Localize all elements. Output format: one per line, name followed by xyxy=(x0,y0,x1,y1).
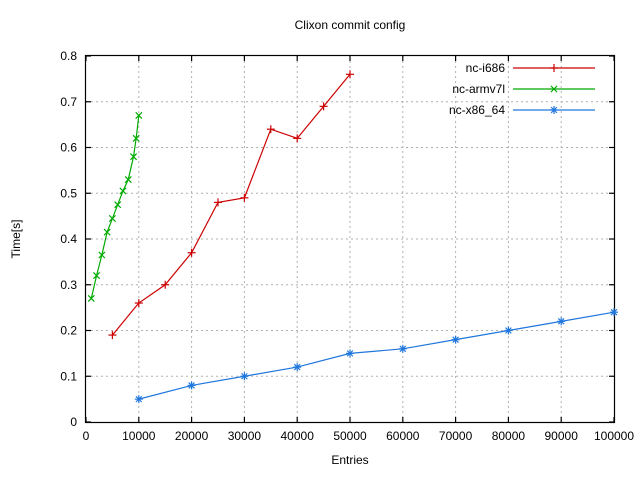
x-tick-label: 100000 xyxy=(594,429,634,443)
x-tick-label: 80000 xyxy=(492,429,526,443)
x-tick-label: 30000 xyxy=(228,429,262,443)
y-tick-label: 0.2 xyxy=(60,324,77,338)
data-point-marker xyxy=(187,381,196,390)
data-point-marker xyxy=(293,363,302,372)
data-point-marker xyxy=(98,251,106,259)
data-series-nc-armv7l xyxy=(87,111,143,303)
series-line xyxy=(111,73,351,336)
data-point-marker xyxy=(550,106,558,114)
data-point-marker xyxy=(135,111,143,120)
y-tick-label: 0.5 xyxy=(60,186,77,200)
y-tick-label: 0.1 xyxy=(60,369,77,383)
legend-item-nc-i686[interactable]: nc-i686 xyxy=(466,61,595,75)
data-point-marker xyxy=(319,102,328,111)
data-point-marker xyxy=(161,280,170,289)
x-tick-label: 10000 xyxy=(122,429,156,443)
data-point-marker xyxy=(346,70,354,79)
data-point-marker xyxy=(266,125,275,134)
y-tick-label: 0 xyxy=(70,415,77,429)
x-tick-label: 0 xyxy=(83,429,90,443)
data-point-marker xyxy=(132,134,140,142)
data-point-marker xyxy=(504,326,513,335)
x-axis-tick-labels: 0 10000 20000 30000 40000 50000 60000 70000 8000… xyxy=(83,429,635,443)
data-point-marker xyxy=(214,198,222,207)
legend-label: nc-x86_64 xyxy=(449,103,505,117)
legend-item-nc-x86_64[interactable]: nc-x86_64 xyxy=(449,103,595,117)
x-tick-label: 70000 xyxy=(439,429,473,443)
data-point-marker xyxy=(187,248,196,257)
data-point-marker xyxy=(119,187,127,195)
plot-frame xyxy=(84,54,616,424)
data-point-marker xyxy=(134,395,143,404)
data-point-marker xyxy=(610,308,618,317)
x-tick-label: 50000 xyxy=(333,429,367,443)
x-tick-label: 40000 xyxy=(281,429,315,443)
data-point-marker xyxy=(240,193,249,202)
y-tick-label: 0.8 xyxy=(60,49,77,63)
data-point-marker xyxy=(108,214,116,222)
data-point-marker xyxy=(398,344,407,353)
data-point-marker xyxy=(550,85,558,93)
data-point-marker xyxy=(129,153,138,161)
data-series-group xyxy=(87,70,618,404)
x-axis-label: Entries xyxy=(331,453,368,467)
y-tick-label: 0.7 xyxy=(60,95,77,109)
legend-label: nc-armv7l xyxy=(452,82,505,96)
data-series-nc-x86_64 xyxy=(134,308,618,404)
x-tick-label: 90000 xyxy=(545,429,579,443)
data-point-marker xyxy=(103,228,111,236)
data-point-marker xyxy=(124,175,132,184)
data-point-marker xyxy=(114,201,122,209)
y-tick-label: 0.3 xyxy=(60,278,77,292)
data-point-marker xyxy=(293,134,302,143)
data-series-nc-i686 xyxy=(108,70,354,340)
data-point-marker xyxy=(557,317,566,326)
y-tick-label: 0.4 xyxy=(60,232,77,246)
data-point-marker xyxy=(451,335,460,344)
legend[interactable]: nc-i686 nc-armv7l nc-x86_64 xyxy=(449,61,595,117)
x-tick-label: 20000 xyxy=(175,429,209,443)
y-axis-label: Time[s] xyxy=(9,220,23,259)
data-point-marker xyxy=(240,372,249,381)
data-point-marker xyxy=(346,349,354,358)
legend-item-nc-armv7l[interactable]: nc-armv7l xyxy=(452,82,595,96)
data-point-marker xyxy=(108,331,117,340)
data-point-marker xyxy=(550,64,558,72)
legend-label: nc-i686 xyxy=(466,61,506,75)
chart-title: Clixon commit config xyxy=(295,18,406,32)
series-line xyxy=(138,311,615,400)
data-point-marker xyxy=(93,272,101,280)
data-point-marker xyxy=(87,294,95,303)
data-point-marker xyxy=(134,299,143,308)
grid-lines xyxy=(86,56,614,422)
y-axis-tick-labels: 0 0.1 0.2 0.3 0.4 0.5 0.6 0.7 0.8 xyxy=(60,49,77,429)
x-tick-label: 60000 xyxy=(386,429,420,443)
y-tick-label: 0.6 xyxy=(60,141,77,155)
